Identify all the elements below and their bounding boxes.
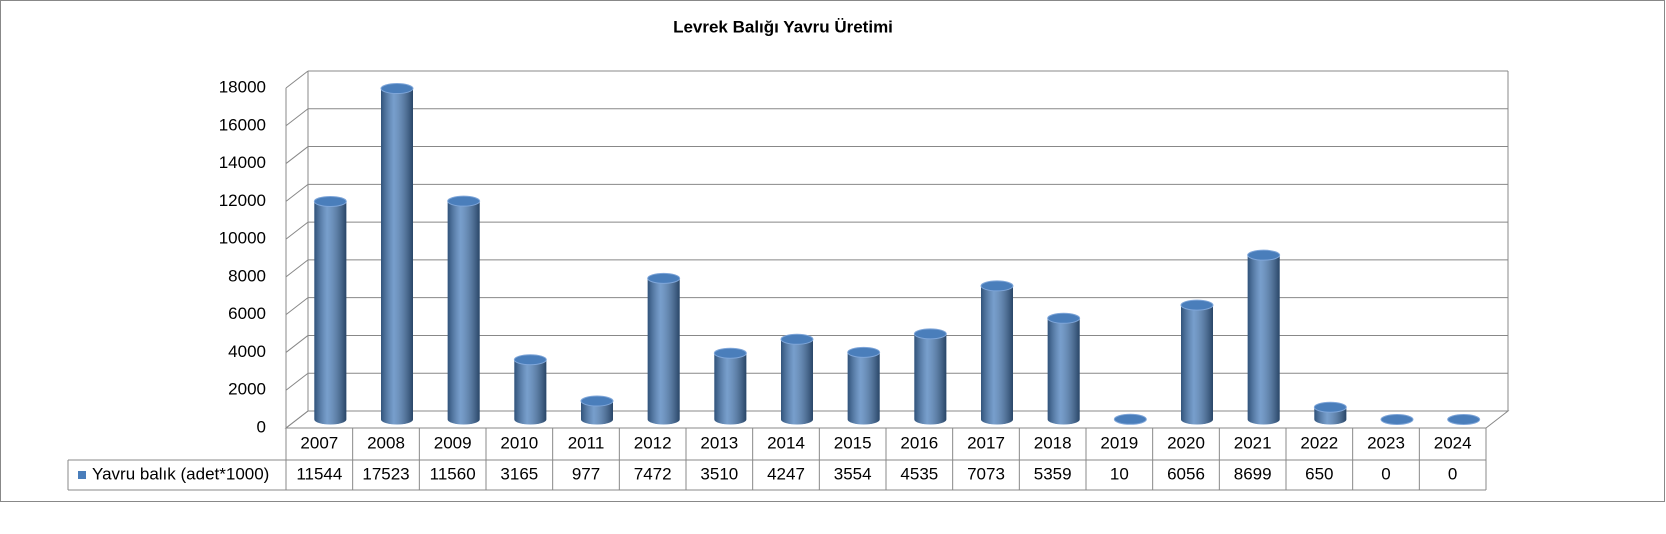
x-tick-label: 2017 [967,433,1005,452]
bar-shade [314,196,347,425]
bar-shade [447,196,480,425]
bar-shade [1047,313,1080,425]
grid-side [285,335,309,353]
grid-side [285,108,309,127]
value-label: 4535 [900,464,938,483]
y-tick-label: 2000 [228,380,266,399]
bar-cap [780,333,814,345]
x-tick-label: 2010 [500,433,538,452]
value-label: 3510 [700,464,738,483]
value-label: 5359 [1034,464,1072,483]
value-label: 0 [1381,464,1390,483]
x-tick-label: 2019 [1100,433,1138,452]
x-tick-label: 2021 [1234,433,1272,452]
x-tick-label: 2015 [834,433,872,452]
value-label: 11544 [296,464,342,483]
y-tick-label: 4000 [228,342,266,361]
bar-shade [981,280,1013,425]
bar-cap [1247,249,1281,261]
grid-side [285,183,309,202]
bar-cap [1313,401,1347,413]
y-tick-label: 10000 [219,229,266,248]
chart-title: Levrek Balığı Yavru Üretimi [673,17,893,36]
x-tick-label: 2013 [700,433,738,452]
legend-label: Yavru balık (adet*1000) [92,464,269,483]
y-tick-label: 0 [257,417,266,436]
grid-side [285,372,309,391]
x-tick-label: 2014 [767,433,805,452]
grid-side [285,297,309,316]
y-tick-label: 6000 [228,304,266,323]
value-label: 3165 [500,464,538,483]
value-label: 8699 [1234,464,1272,483]
value-label: 3554 [834,464,872,483]
bar-shade [781,334,813,425]
x-tick-label: 2024 [1434,433,1472,452]
x-tick-label: 2016 [900,433,938,452]
bar-cap [913,328,947,340]
bar-shade [714,348,747,425]
value-label: 10 [1110,464,1129,483]
x-tick-label: 2023 [1367,433,1405,452]
x-tick-label: 2020 [1167,433,1205,452]
bar-cap [513,354,547,366]
value-label: 4247 [767,464,805,483]
legend-swatch [78,471,86,479]
bar-cap [447,195,481,207]
bar-cap [713,347,747,359]
y-tick-label: 8000 [228,266,266,285]
grid-side [285,146,309,164]
value-label: 650 [1305,464,1333,483]
bar-shade [914,328,947,425]
grid-side [285,259,309,278]
grid-side [285,221,309,240]
bar-shade [1247,250,1280,425]
bar-cap [580,395,614,407]
y-tick-label: 14000 [219,153,266,172]
grid-side [285,410,309,429]
bar-cap [647,272,681,284]
bar-shade [1181,300,1213,425]
bar-cap [313,195,347,207]
value-label: 17523 [362,464,409,483]
bar-shade [514,354,547,425]
bar-shade [647,273,680,425]
bar-cap [380,83,414,95]
x-tick-label: 2011 [568,433,605,452]
value-label: 6056 [1167,464,1205,483]
bar-cap [1113,413,1147,425]
bar-cap [1180,299,1214,311]
y-tick-label: 12000 [219,191,266,210]
x-tick-label: 2018 [1034,433,1072,452]
x-tick-label: 2007 [300,433,338,452]
bar-cap [980,280,1014,292]
x-tick-label: 2009 [434,433,472,452]
x-tick-label: 2022 [1300,433,1338,452]
y-tick-label: 18000 [219,77,266,96]
bar-cap [847,346,881,358]
y-tick-label: 16000 [219,115,266,134]
value-label: 11560 [430,464,476,483]
bar-shade [381,83,413,425]
bar-cap [1047,312,1081,324]
x-tick-label: 2008 [367,433,405,452]
value-label: 7472 [634,464,672,483]
value-label: 0 [1448,464,1457,483]
value-label: 977 [572,464,600,483]
x-tick-label: 2012 [634,433,672,452]
bar-shade [847,347,880,425]
grid-side [285,70,309,89]
value-label: 7073 [967,464,1005,483]
bar-cap [1447,414,1481,425]
bar-cap [1380,414,1414,425]
